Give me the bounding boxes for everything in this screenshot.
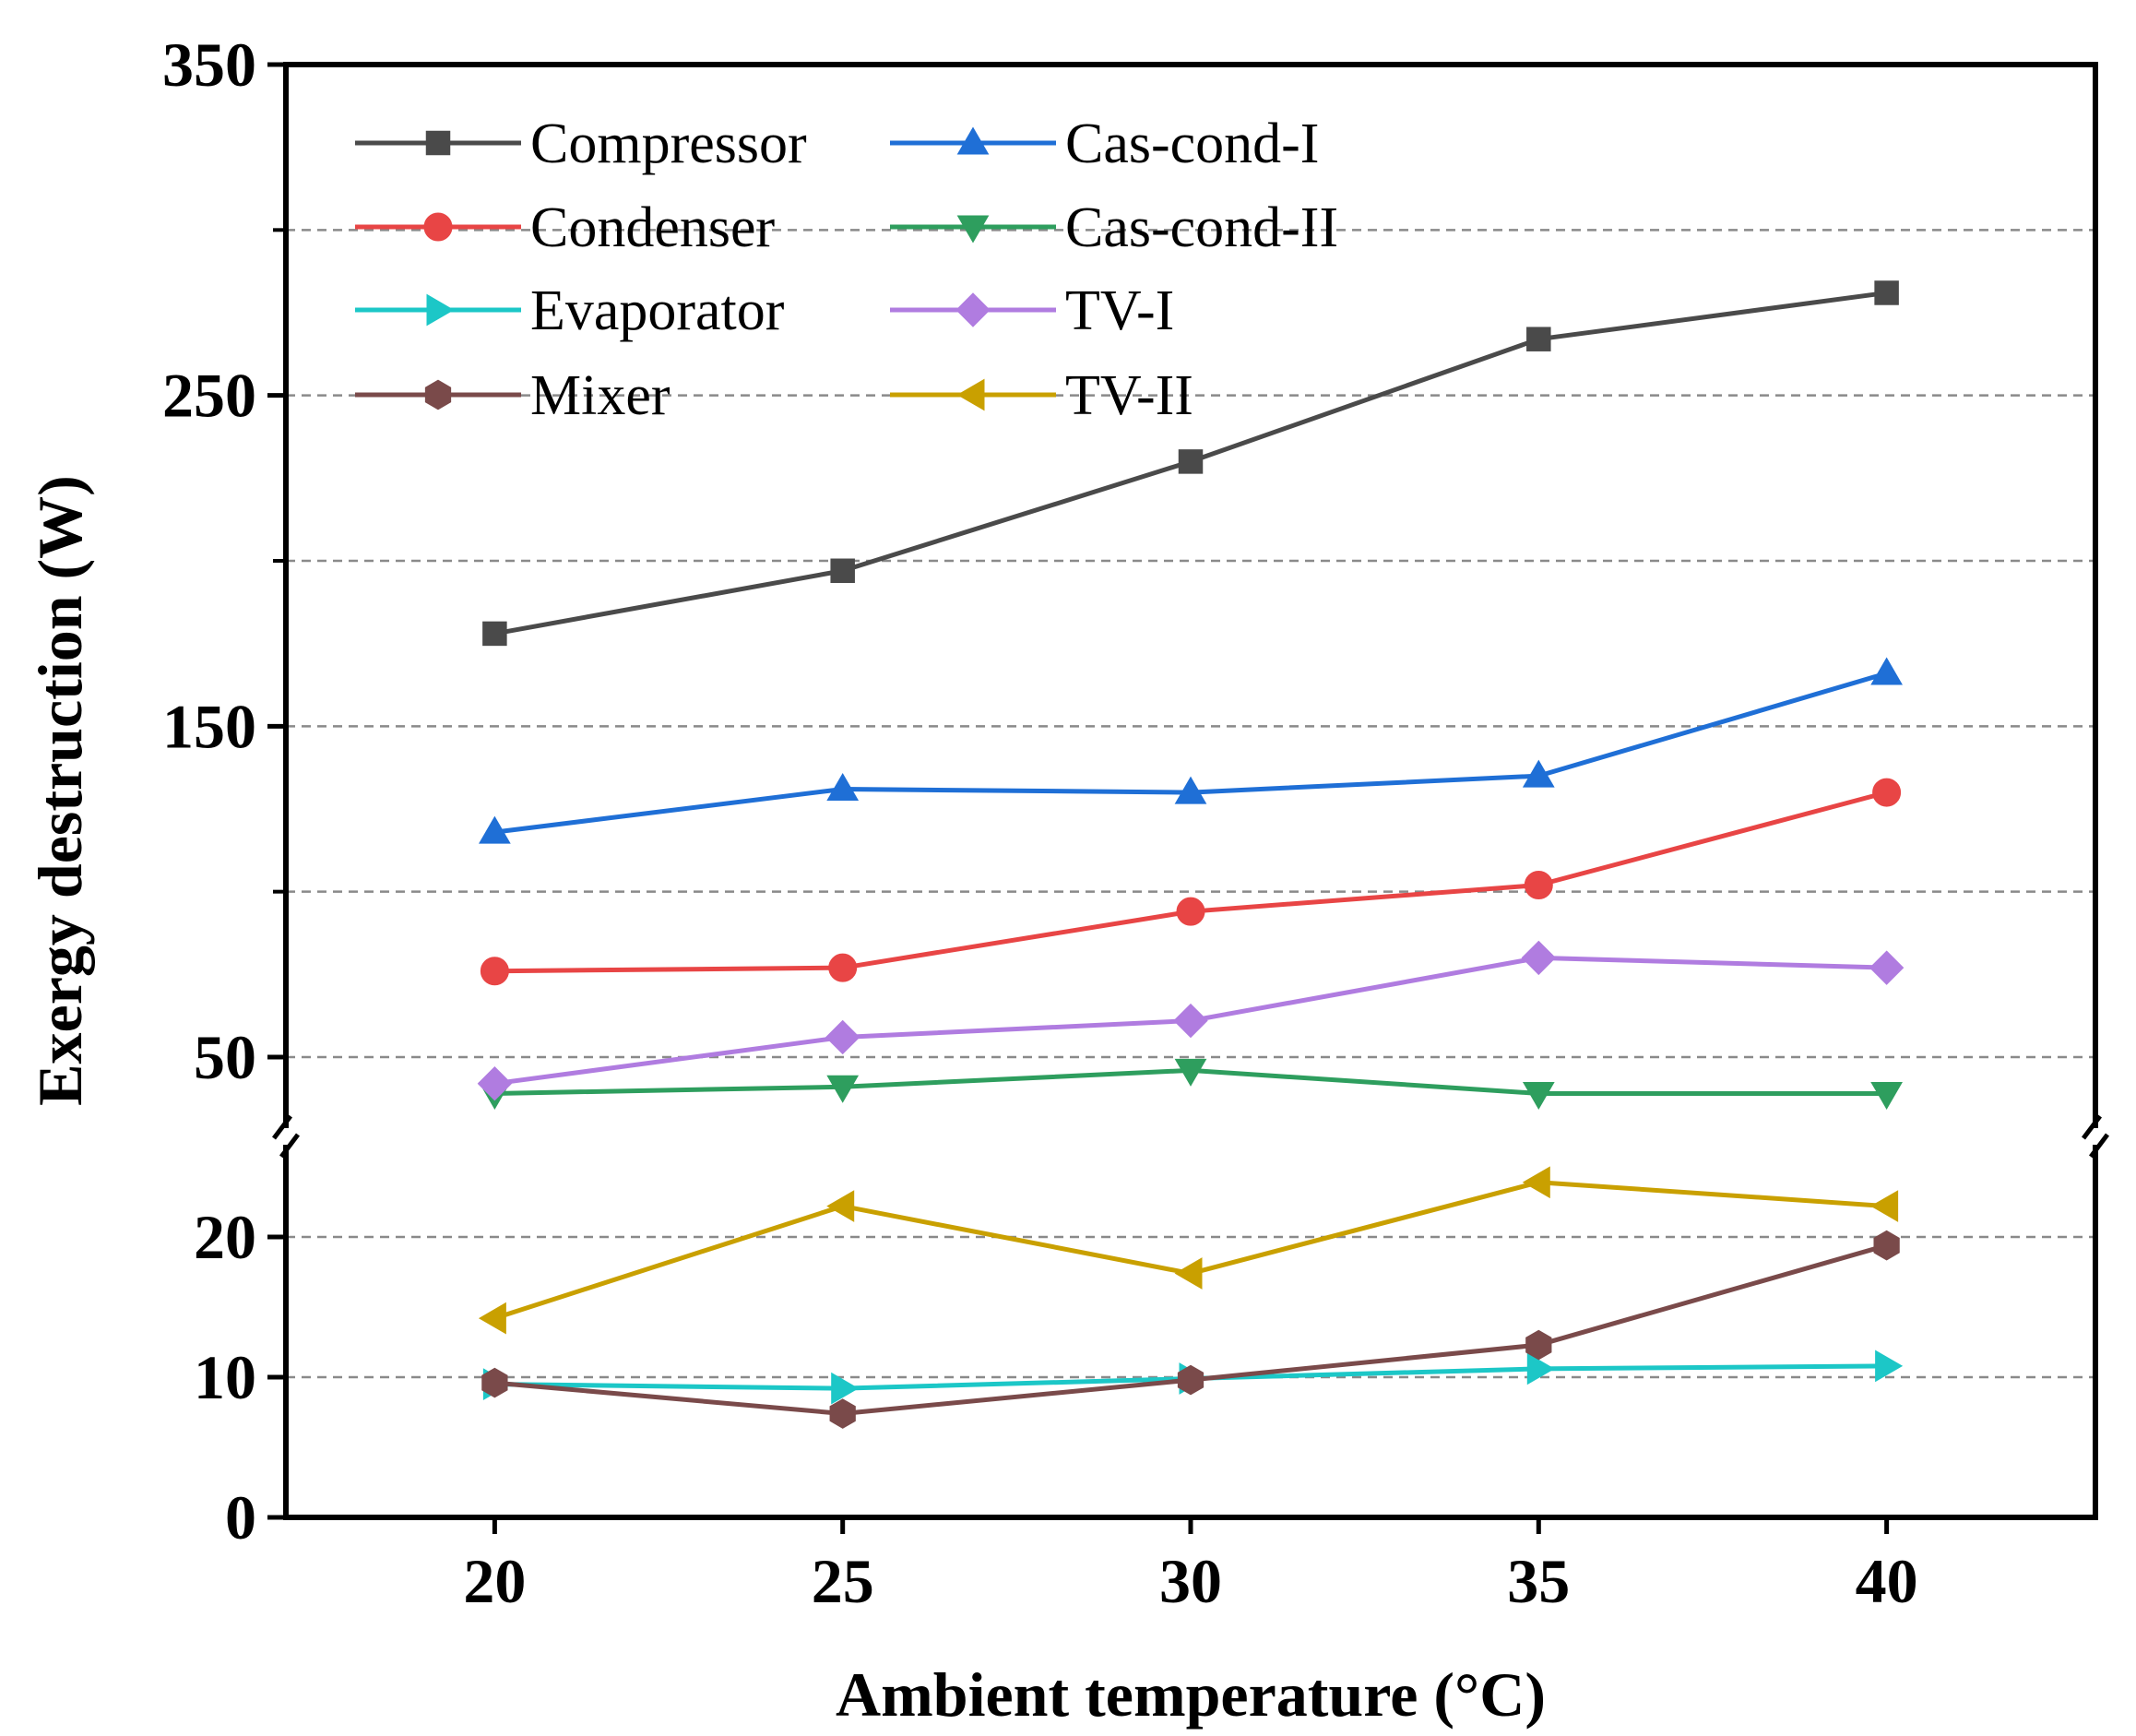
legend-marker-compressor bbox=[425, 130, 451, 156]
legend-item-evaporator: Evaporator bbox=[355, 279, 785, 342]
legend-item-tv-ii: TV-II bbox=[890, 364, 1193, 427]
legend: Compressor Condenser Evaporator Mixer Cas-co… bbox=[355, 113, 1338, 427]
legend-label-cas-cond-i: Cas-cond-I bbox=[1065, 113, 1319, 175]
data-point-tv-i-35 bbox=[1521, 940, 1557, 976]
legend-label-tv-ii: TV-II bbox=[1065, 364, 1193, 427]
data-point-tv-ii-20 bbox=[478, 1302, 506, 1335]
series-tv-ii bbox=[478, 1166, 1899, 1335]
x-tick-label-25: 25 bbox=[812, 1546, 874, 1616]
axis-break bbox=[272, 1114, 2109, 1159]
data-point-cas-cond-ii-25 bbox=[826, 1075, 860, 1103]
data-point-evaporator-40 bbox=[1875, 1350, 1904, 1383]
data-point-tv-i-25 bbox=[825, 1019, 860, 1055]
data-point-condenser-25 bbox=[828, 953, 858, 982]
series-cas-cond-ii bbox=[479, 1058, 1903, 1110]
y-tick-label-10: 10 bbox=[194, 1342, 256, 1412]
axis-break-slash-left-a bbox=[272, 1114, 292, 1140]
legend-marker-tv-ii bbox=[956, 378, 985, 411]
series-layer bbox=[477, 280, 1905, 1429]
y-tick-label-0: 0 bbox=[225, 1482, 256, 1552]
y-tick-label-150: 150 bbox=[162, 691, 256, 761]
series-tv-i bbox=[477, 940, 1905, 1101]
data-point-tv-ii-30 bbox=[1174, 1257, 1203, 1290]
data-point-tv-ii-25 bbox=[826, 1190, 855, 1222]
series-line-cas-cond-i bbox=[494, 671, 1888, 835]
x-tick-label-20: 20 bbox=[463, 1546, 526, 1616]
legend-item-condenser: Condenser bbox=[355, 196, 776, 259]
y-tick-label-20: 20 bbox=[194, 1202, 256, 1272]
data-point-condenser-30 bbox=[1176, 897, 1205, 926]
legend-label-condenser: Condenser bbox=[530, 196, 776, 259]
y-axis-title: Exergy destruction (W) bbox=[25, 475, 95, 1106]
data-point-compressor-25 bbox=[830, 558, 855, 584]
series-cas-cond-i bbox=[479, 657, 1903, 844]
series-line-tv-ii bbox=[493, 1180, 1887, 1321]
axis-layer: 0 10 20 50 150 250 350 20 25 30 35 40 bbox=[162, 30, 1918, 1616]
data-point-cas-cond-i-30 bbox=[1174, 776, 1207, 804]
legend-marker-mixer bbox=[424, 379, 452, 410]
data-point-cas-cond-ii-30 bbox=[1174, 1058, 1207, 1087]
data-point-cas-cond-ii-40 bbox=[1870, 1081, 1903, 1110]
legend-marker-condenser bbox=[423, 212, 453, 242]
data-point-evaporator-35 bbox=[1526, 1352, 1555, 1385]
grid-layer bbox=[286, 229, 2095, 1379]
legend-item-cas-cond-ii: Cas-cond-II bbox=[890, 196, 1338, 259]
series-condenser bbox=[480, 778, 1902, 986]
legend-marker-cas-cond-i bbox=[956, 126, 990, 155]
series-mixer bbox=[481, 1230, 1900, 1429]
data-point-tv-ii-40 bbox=[1870, 1190, 1899, 1222]
y-tick-label-350: 350 bbox=[162, 30, 256, 100]
legend-item-tv-i: TV-I bbox=[890, 279, 1174, 342]
data-point-mixer-25 bbox=[829, 1398, 856, 1429]
data-point-condenser-35 bbox=[1524, 870, 1553, 899]
x-axis-title: Ambient temperature (°C) bbox=[836, 1659, 1546, 1730]
series-line-condenser bbox=[494, 790, 1888, 974]
series-compressor bbox=[482, 280, 1899, 647]
legend-item-cas-cond-i: Cas-cond-I bbox=[890, 113, 1319, 175]
data-point-tv-i-20 bbox=[477, 1065, 513, 1101]
legend-item-compressor: Compressor bbox=[355, 113, 807, 175]
data-point-tv-i-30 bbox=[1173, 1003, 1208, 1039]
y-tick-label-250: 250 bbox=[162, 361, 256, 431]
x-tick-label-40: 40 bbox=[1856, 1546, 1918, 1616]
data-point-cas-cond-i-25 bbox=[826, 772, 860, 801]
y-tick-label-50: 50 bbox=[194, 1022, 256, 1092]
legend-marker-evaporator bbox=[426, 293, 455, 327]
legend-item-mixer: Mixer bbox=[355, 364, 670, 427]
data-point-cas-cond-ii-35 bbox=[1522, 1081, 1555, 1110]
data-point-compressor-35 bbox=[1526, 327, 1551, 351]
data-point-tv-ii-35 bbox=[1522, 1166, 1550, 1199]
data-point-compressor-20 bbox=[482, 621, 507, 647]
legend-label-compressor: Compressor bbox=[530, 113, 807, 175]
legend-label-evaporator: Evaporator bbox=[530, 279, 785, 342]
x-tick-label-35: 35 bbox=[1507, 1546, 1570, 1616]
data-point-mixer-30 bbox=[1177, 1364, 1204, 1396]
data-point-tv-i-40 bbox=[1869, 950, 1905, 985]
legend-label-mixer: Mixer bbox=[530, 364, 670, 427]
data-point-condenser-20 bbox=[480, 957, 509, 986]
data-point-compressor-30 bbox=[1178, 449, 1204, 474]
data-point-compressor-40 bbox=[1874, 280, 1899, 305]
data-point-mixer-20 bbox=[481, 1367, 508, 1398]
x-tick-label-30: 30 bbox=[1159, 1546, 1222, 1616]
axis-break-slash-right-a bbox=[2082, 1114, 2102, 1140]
axis-break-slash-left-b bbox=[279, 1133, 300, 1159]
data-point-evaporator-25 bbox=[831, 1372, 860, 1405]
data-point-cas-cond-i-40 bbox=[1870, 657, 1903, 685]
data-point-mixer-35 bbox=[1525, 1329, 1552, 1361]
axis-break-slash-right-b bbox=[2089, 1133, 2109, 1159]
legend-marker-tv-i bbox=[955, 292, 991, 327]
data-point-cas-cond-i-35 bbox=[1522, 759, 1555, 788]
data-point-cas-cond-i-20 bbox=[479, 815, 511, 844]
legend-label-tv-i: TV-I bbox=[1065, 279, 1174, 342]
legend-label-cas-cond-ii: Cas-cond-II bbox=[1065, 196, 1338, 259]
data-point-condenser-40 bbox=[1872, 778, 1902, 807]
data-point-mixer-40 bbox=[1873, 1230, 1900, 1261]
legend-marker-cas-cond-ii bbox=[956, 215, 990, 244]
